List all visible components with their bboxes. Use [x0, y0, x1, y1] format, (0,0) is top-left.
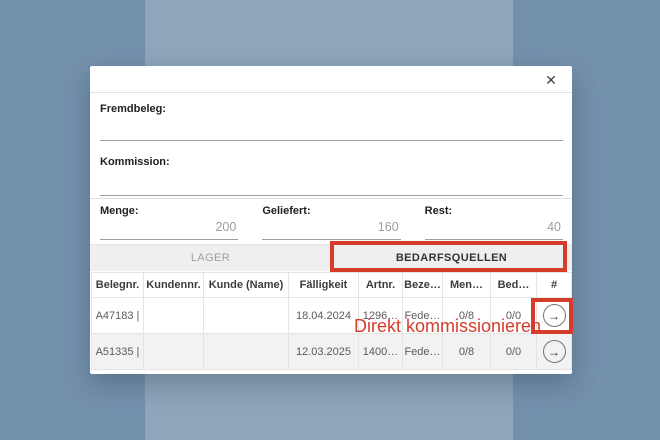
cell-faelligkeit: 18.04.2024 [288, 297, 359, 334]
cell-artnr: 1296… [358, 297, 403, 334]
geliefert-field: Geliefert: 160 [262, 205, 401, 240]
cell-menge: 0/8 [442, 297, 491, 334]
cell-bezeichnung: Fede… [402, 333, 443, 370]
commission-arrow-button[interactable]: → [542, 304, 566, 327]
col-menge: Men… [442, 272, 491, 298]
rest-label: Rest: [424, 205, 453, 217]
table-row[interactable]: A51335 | 12.03.2025 1400… Fede… 0/8 0/0 … [91, 333, 572, 370]
rest-field: Rest: 40 [424, 205, 563, 240]
cell-artnr: 1400… [358, 333, 403, 370]
geliefert-label: Geliefert: [262, 205, 311, 217]
close-icon[interactable]: ✕ [542, 71, 560, 89]
annotation-box-arrow-button [531, 298, 573, 334]
col-faelligkeit: Fälligkeit [288, 272, 359, 298]
commission-arrow-button[interactable]: → [542, 340, 566, 363]
quantity-summary: Menge: 200 Geliefert: 160 Rest: 40 [100, 205, 563, 240]
menge-label: Menge: [100, 205, 139, 217]
table-header-row: Belegnr. Kundennr. Kunde (Name) Fälligke… [91, 272, 572, 298]
cell-kundennr [143, 297, 204, 334]
menge-field: Menge: 200 [100, 205, 239, 240]
dialog-header: ✕ [90, 66, 572, 93]
bedarfsquellen-grid: Belegnr. Kundennr. Kunde (Name) Fälligke… [91, 272, 572, 370]
rest-value: 40 [547, 220, 561, 234]
annotation-box-bedarfsquellen [330, 241, 567, 272]
section-divider [90, 198, 572, 199]
cell-bedarf: 0/0 [490, 333, 537, 370]
cell-bezeichnung: Fede… [402, 297, 443, 334]
col-belegnr: Belegnr. [91, 272, 144, 298]
col-kunde-name: Kunde (Name) [203, 272, 289, 298]
cell-belegnr: A47183 | [91, 297, 144, 334]
cell-belegnr: A51335 | [91, 333, 144, 370]
kommission-field[interactable] [100, 195, 563, 196]
annotation-text: Direkt kommissionieren [354, 316, 542, 336]
cell-bedarf: 0/0 [490, 297, 537, 334]
order-detail-dialog: ✕ Fremdbeleg: Kommission: Menge: 200 Gel… [90, 66, 572, 374]
cell-kundennr [143, 333, 204, 370]
col-bedarf: Bed… [490, 272, 537, 298]
tab-lager[interactable]: LAGER [190, 252, 231, 264]
kommission-label: Kommission: [100, 156, 170, 168]
col-bezeichnung: Beze… [402, 272, 443, 298]
tab-bedarfsquellen[interactable]: BEDARFSQUELLEN [395, 252, 508, 264]
cell-kunde [203, 333, 289, 370]
col-artnr: Artnr. [358, 272, 403, 298]
geliefert-value: 160 [377, 220, 399, 234]
table-row[interactable]: A47183 | 18.04.2024 1296… Fede… 0/8 0/0 … [91, 297, 572, 334]
menge-value: 200 [215, 220, 237, 234]
cell-kunde [203, 297, 289, 334]
cell-faelligkeit: 12.03.2025 [288, 333, 359, 370]
cell-action: → [536, 333, 572, 370]
cell-action: → [536, 297, 572, 334]
col-action: # [536, 272, 572, 298]
col-kundennr: Kundennr. [143, 272, 204, 298]
cell-menge: 0/8 [442, 333, 491, 370]
fremdbeleg-field[interactable] [100, 140, 563, 141]
fremdbeleg-label: Fremdbeleg: [100, 103, 167, 115]
